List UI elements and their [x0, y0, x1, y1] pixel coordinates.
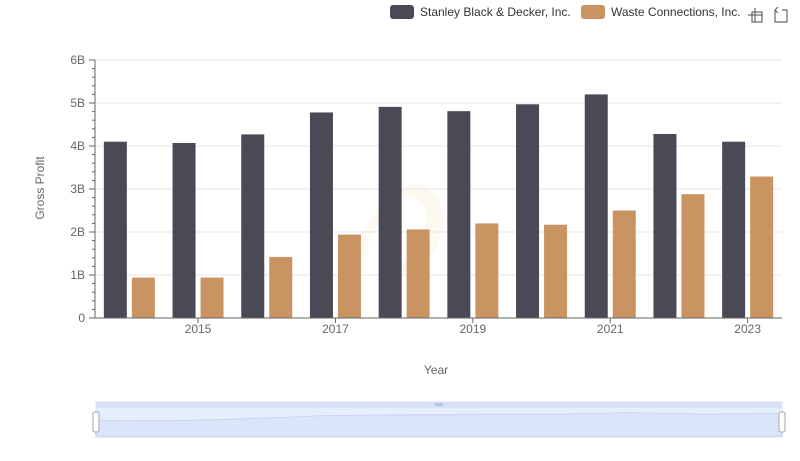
- bar-stanley-2019[interactable]: [447, 111, 471, 318]
- bar-waste-2022[interactable]: [681, 194, 705, 318]
- bar-waste-2018[interactable]: [406, 229, 430, 318]
- x-tick-label: 2023: [734, 322, 761, 336]
- bar-waste-2016[interactable]: [269, 256, 293, 318]
- legend-swatch[interactable]: [390, 5, 414, 19]
- y-tick-label: 3B: [70, 182, 85, 196]
- zoom-crosshair-icon[interactable]: [748, 8, 763, 23]
- x-tick-label: 2021: [597, 322, 624, 336]
- y-tick-label: 2B: [70, 225, 85, 239]
- legend-swatch[interactable]: [581, 5, 605, 19]
- slider-right-handle[interactable]: [778, 411, 786, 433]
- y-tick-label: 0: [78, 311, 85, 325]
- bar-waste-2017[interactable]: [337, 234, 361, 318]
- x-axis-title: Year: [424, 363, 448, 377]
- y-tick-label: 5B: [70, 96, 85, 110]
- bar-waste-2020[interactable]: [544, 224, 568, 318]
- x-axis: 2015 2017 2019 2021 2023: [95, 317, 782, 336]
- bar-waste-2015[interactable]: [200, 277, 224, 318]
- slider-drag-handle[interactable]: [435, 403, 443, 406]
- bar-waste-2014[interactable]: [131, 277, 155, 318]
- bar-waste-2019[interactable]: [475, 223, 499, 318]
- x-tick-label: 2017: [322, 322, 349, 336]
- grid-lines: [95, 59, 782, 319]
- x-tick-label: 2019: [459, 322, 486, 336]
- bar-stanley-2023[interactable]: [722, 141, 746, 318]
- bar-stanley-2020[interactable]: [516, 104, 540, 318]
- data-zoom-slider[interactable]: [92, 401, 786, 438]
- bar-series: [103, 94, 774, 319]
- bar-stanley-2016[interactable]: [241, 134, 265, 318]
- bar-stanley-2021[interactable]: [584, 94, 608, 319]
- bar-stanley-2015[interactable]: [172, 142, 196, 318]
- y-tick-label: 1B: [70, 268, 85, 282]
- x-tick-label: 2015: [185, 322, 212, 336]
- bar-stanley-2018[interactable]: [378, 106, 402, 319]
- zoom-reset-icon[interactable]: [774, 6, 788, 23]
- y-tick-label: 6B: [70, 53, 85, 67]
- y-axis: 0 1B 2B 3B 4B 5B 6B: [70, 53, 96, 325]
- bar-stanley-2022[interactable]: [653, 133, 677, 318]
- legend: Stanley Black & Decker, Inc. Waste Connec…: [390, 5, 741, 19]
- y-axis-title: Gross Profit: [33, 156, 47, 220]
- slider-left-handle[interactable]: [92, 411, 100, 433]
- bar-waste-2023[interactable]: [750, 176, 774, 318]
- bar-stanley-2014[interactable]: [103, 141, 127, 318]
- legend-label[interactable]: Stanley Black & Decker, Inc.: [420, 5, 571, 19]
- y-tick-label: 4B: [70, 139, 85, 153]
- bar-waste-2021[interactable]: [612, 210, 636, 319]
- legend-label[interactable]: Waste Connections, Inc.: [611, 5, 741, 19]
- bar-stanley-2017[interactable]: [309, 112, 333, 319]
